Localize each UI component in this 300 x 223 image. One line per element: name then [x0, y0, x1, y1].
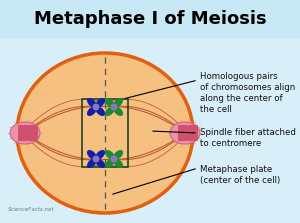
Ellipse shape [95, 106, 105, 116]
Ellipse shape [113, 106, 123, 116]
FancyBboxPatch shape [188, 125, 198, 141]
Ellipse shape [87, 150, 97, 160]
Text: Homologous pairs
of chromosomes align
along the center of
the cell: Homologous pairs of chromosomes align al… [200, 72, 295, 114]
Ellipse shape [113, 98, 123, 108]
Ellipse shape [95, 150, 105, 160]
Ellipse shape [87, 98, 97, 108]
Text: Metaphase plate
(center of the cell): Metaphase plate (center of the cell) [200, 165, 280, 185]
FancyBboxPatch shape [178, 125, 188, 141]
Ellipse shape [105, 98, 115, 108]
Ellipse shape [10, 122, 40, 144]
Ellipse shape [95, 158, 105, 168]
Ellipse shape [110, 155, 118, 163]
Ellipse shape [110, 103, 118, 111]
Bar [0, 0, 300, 38]
Ellipse shape [92, 155, 100, 163]
Ellipse shape [170, 122, 200, 144]
Ellipse shape [105, 150, 115, 160]
Ellipse shape [92, 103, 100, 111]
Ellipse shape [17, 53, 193, 213]
Ellipse shape [87, 106, 97, 116]
Ellipse shape [113, 150, 123, 160]
FancyBboxPatch shape [28, 125, 38, 141]
Text: Spindle fiber attached
to centromere: Spindle fiber attached to centromere [200, 128, 296, 148]
Text: Metaphase I of Meiosis: Metaphase I of Meiosis [34, 10, 266, 28]
Ellipse shape [95, 98, 105, 108]
Text: ScienceFacts.net: ScienceFacts.net [8, 207, 55, 212]
Ellipse shape [87, 158, 97, 168]
Ellipse shape [105, 158, 115, 168]
Bar [82, 99, 128, 167]
Ellipse shape [105, 106, 115, 116]
FancyBboxPatch shape [18, 125, 28, 141]
Ellipse shape [113, 158, 123, 168]
